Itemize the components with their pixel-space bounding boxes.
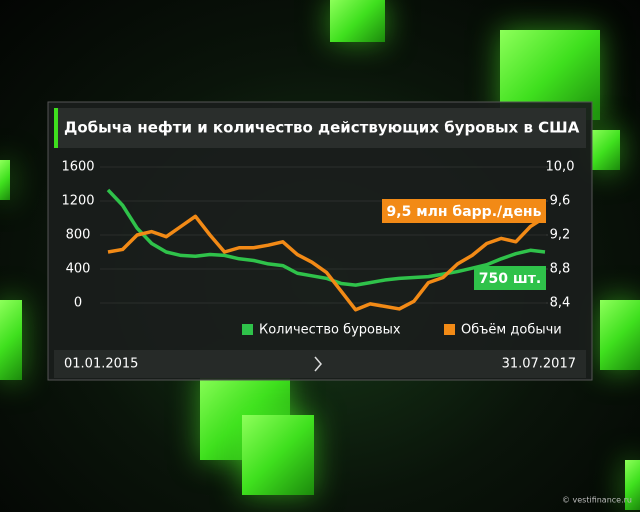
legend-label: Объём добычи: [461, 323, 562, 338]
title-bar: [54, 108, 586, 148]
cube: [242, 415, 314, 495]
cube: [625, 460, 640, 510]
annotation-box: [382, 199, 546, 223]
y2-tick-label: 9,2: [550, 228, 571, 243]
end-date: 31.07.2017: [502, 357, 576, 372]
y-tick-label: 1600: [61, 160, 94, 175]
chevron: [314, 356, 322, 372]
legend-label: Количество буровых: [259, 323, 401, 338]
y-tick-label: 400: [66, 262, 91, 277]
title-accent: [54, 108, 58, 148]
y2-tick-label: 8,8: [550, 262, 571, 277]
cube: [0, 160, 10, 200]
footer-bar: [54, 350, 586, 378]
legend-swatch: [242, 324, 253, 335]
y2-tick-label: 9,6: [550, 194, 571, 209]
cube: [330, 0, 385, 42]
source: © vestifinance.ru: [562, 496, 632, 505]
cube: [590, 130, 620, 170]
panel: [47, 101, 593, 381]
cube: [600, 300, 640, 370]
y-tick-label: 0: [74, 296, 82, 311]
annotation-box: [474, 266, 546, 290]
y2-tick-label: 8,4: [550, 296, 571, 311]
annotation: 750 шт.: [479, 271, 541, 287]
series-line: [106, 188, 546, 287]
cube: [0, 300, 22, 380]
annotation: 9,5 млн барр./день: [387, 204, 542, 220]
y2-tick-label: 10,0: [546, 160, 575, 175]
chart-title: Добыча нефти и количество действующих бу…: [64, 119, 580, 137]
series-line: [107, 214, 546, 312]
y-tick-label: 800: [66, 228, 91, 243]
start-date: 01.01.2015: [64, 357, 138, 372]
y-tick-label: 1200: [61, 194, 94, 209]
legend-swatch: [444, 324, 455, 335]
